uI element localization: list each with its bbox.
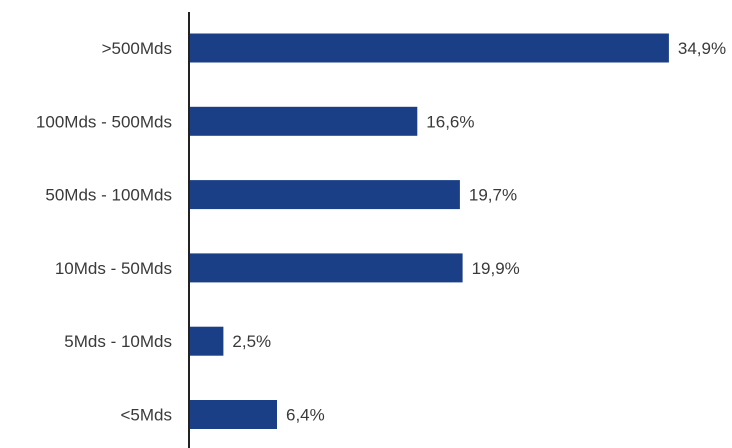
bars-layer — [189, 33, 669, 429]
value-label-5: 6,4% — [286, 406, 325, 425]
bar-2 — [189, 180, 460, 210]
category-label-0: >500Mds — [102, 39, 172, 58]
bar-4 — [189, 326, 224, 356]
value-label-4: 2,5% — [232, 332, 271, 351]
category-label-3: 10Mds - 50Mds — [55, 259, 172, 278]
bar-5 — [189, 400, 277, 429]
bar-1 — [189, 106, 418, 136]
category-label-4: 5Mds - 10Mds — [64, 332, 172, 351]
bar-0 — [189, 33, 669, 63]
category-label-2: 50Mds - 100Mds — [45, 186, 172, 205]
value-label-3: 19,9% — [472, 259, 520, 278]
labels-layer: >500Mds 34,9% 100Mds - 500Mds 16,6% 50Mds - … — [36, 39, 726, 425]
value-label-0: 34,9% — [678, 39, 726, 58]
value-label-2: 19,7% — [469, 186, 517, 205]
value-label-1: 16,6% — [426, 112, 474, 131]
category-label-1: 100Mds - 500Mds — [36, 112, 172, 131]
bar-3 — [189, 253, 463, 283]
category-label-5: <5Mds — [121, 406, 173, 425]
